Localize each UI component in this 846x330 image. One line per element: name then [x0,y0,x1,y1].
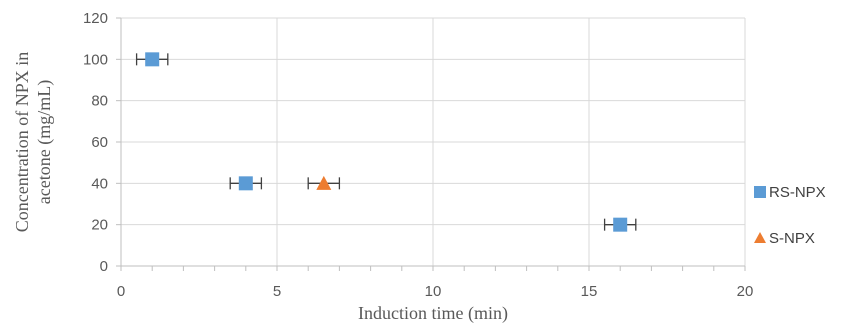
legend-marker-rs-npx [754,186,766,198]
x-tick-label: 10 [425,283,442,300]
s-npx-point [316,175,332,190]
rs-npx-point [238,176,253,191]
x-tick-label: 0 [117,283,125,300]
y-tick-label: 60 [91,134,108,151]
legend-label-rs-npx: RS-NPX [769,184,826,201]
x-tick-label: 15 [581,283,598,300]
y-axis-title-line-2: acetone (mg/mL) [34,80,55,204]
x-tick-label: 20 [737,283,754,300]
y-tick-label: 0 [100,258,108,275]
y-tick-label: 80 [91,93,108,110]
x-tick-label: 5 [273,283,281,300]
axis-layer [116,17,746,271]
tick-label-layer: 0 20 40 60 80 100 120 0 5 10 15 20 [83,10,753,300]
rs-npx-point [145,52,160,67]
legend: RS-NPX S-NPX [754,184,826,247]
y-tick-label: 120 [83,10,108,27]
x-axis-title: Induction time (min) [358,303,508,324]
y-tick-label: 100 [83,51,108,68]
marker-layer [145,52,628,232]
rs-npx-point [613,217,628,232]
y-tick-label: 40 [91,175,108,192]
y-tick-label: 20 [91,217,108,234]
grid-layer [121,17,746,266]
legend-label-s-npx: S-NPX [769,230,815,247]
y-axis-title-line-1: Concentration of NPX in [12,52,32,232]
legend-marker-s-npx [754,232,766,243]
